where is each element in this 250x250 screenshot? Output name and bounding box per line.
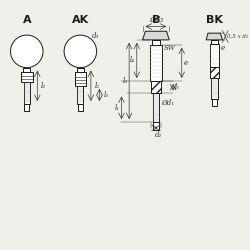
Text: l₅: l₅	[175, 83, 180, 91]
Circle shape	[64, 35, 96, 68]
Text: BK: BK	[206, 15, 223, 25]
Bar	[78, 86, 83, 104]
Bar	[210, 67, 218, 78]
Bar	[21, 72, 32, 82]
Bar	[211, 78, 218, 99]
Text: A: A	[22, 15, 31, 25]
Text: SW: SW	[164, 44, 176, 52]
Text: Ød₃: Ød₃	[149, 16, 163, 24]
Text: l₄: l₄	[130, 56, 135, 64]
Bar	[151, 81, 161, 94]
Bar	[152, 94, 159, 122]
Bar	[24, 68, 30, 72]
Text: l₃: l₃	[122, 77, 127, 85]
Bar	[150, 45, 162, 81]
Text: l₂: l₂	[95, 82, 100, 90]
Text: l₂: l₂	[41, 82, 46, 90]
Bar	[74, 72, 86, 86]
Bar	[152, 40, 160, 45]
Circle shape	[10, 35, 43, 68]
Text: e: e	[184, 59, 188, 67]
Bar	[210, 44, 218, 67]
Text: e: e	[220, 44, 224, 52]
Bar	[211, 40, 218, 44]
Text: l₃: l₃	[103, 91, 108, 99]
Bar	[212, 99, 217, 106]
Polygon shape	[142, 31, 169, 40]
Polygon shape	[206, 33, 222, 40]
Text: B: B	[152, 15, 160, 25]
Text: 0,5 x d₂: 0,5 x d₂	[227, 34, 248, 39]
Bar	[24, 82, 30, 104]
Text: Ød₁: Ød₁	[161, 99, 174, 107]
Text: l₁: l₁	[114, 104, 119, 112]
Text: d₂: d₂	[155, 131, 162, 139]
Text: d₃: d₃	[92, 32, 99, 40]
Bar	[77, 68, 84, 72]
Bar	[78, 104, 83, 111]
Text: AK: AK	[72, 15, 89, 25]
Bar	[153, 122, 159, 130]
Bar	[24, 104, 29, 111]
